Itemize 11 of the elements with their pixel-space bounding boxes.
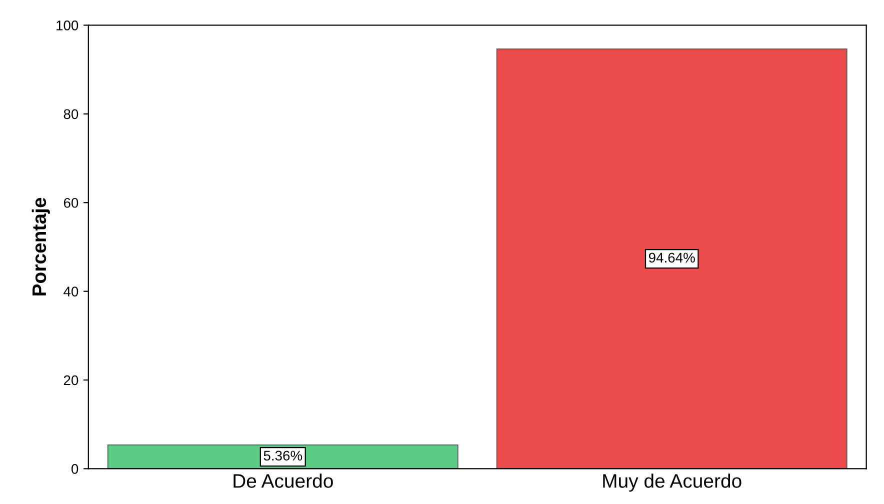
y-tick-label: 80 [64,109,78,120]
x-tick-label: Muy de Acuerdo [603,474,742,492]
y-tick-label: 100 [56,20,78,30]
data-label: 94.64% [648,252,695,263]
y-tick-label: 20 [64,375,78,386]
y-tick-label: 60 [64,198,78,208]
x-tick-label: De Acuerdo [234,474,333,488]
y-tick-label: 0 [71,464,78,474]
y-tick-label: 40 [64,286,78,296]
y-axis-title: Porcentaje [32,198,50,296]
data-label: 5.36% [264,450,302,461]
